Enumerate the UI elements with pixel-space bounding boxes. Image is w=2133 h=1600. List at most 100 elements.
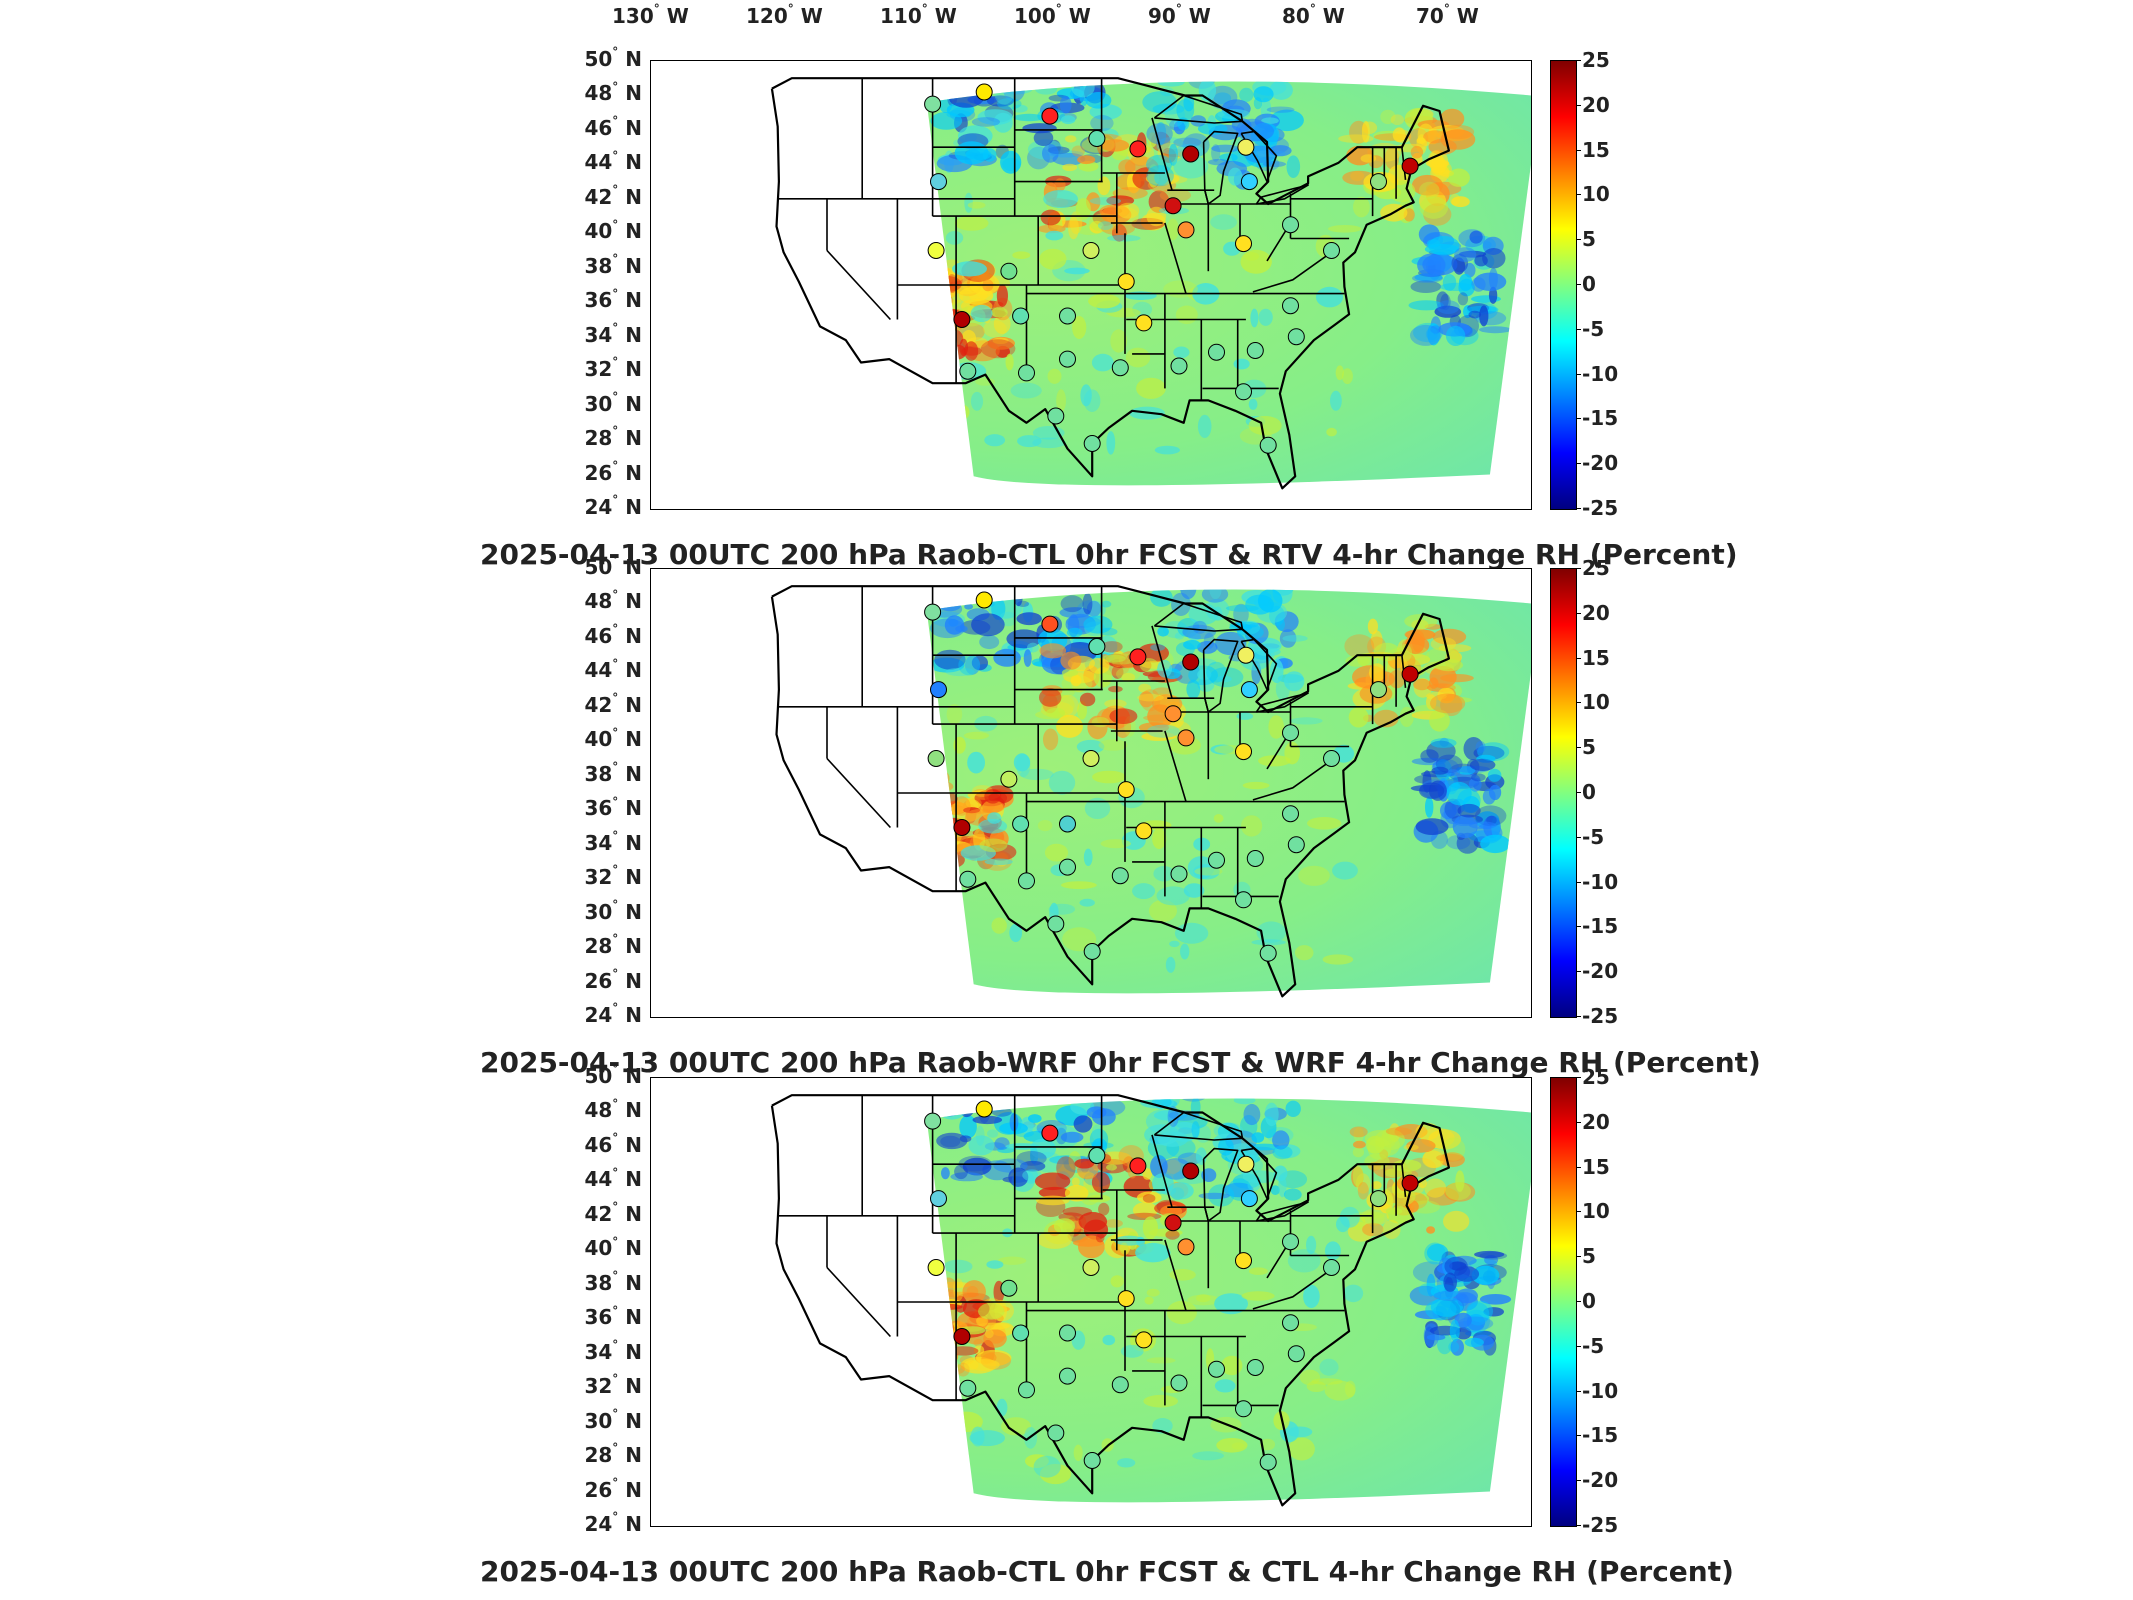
raob-station-marker — [953, 819, 971, 836]
raob-station-marker — [1208, 343, 1225, 361]
colorbar-tickmark — [1576, 239, 1581, 241]
raob-station-marker — [1182, 1162, 1200, 1180]
latitude-label: 36° N — [584, 286, 642, 313]
colorbar-tick-label: -10 — [1582, 1378, 1619, 1403]
raob-station-marker — [1041, 1124, 1059, 1142]
raob-station-marker — [924, 603, 942, 621]
map-plot — [650, 1077, 1532, 1527]
great-lake-outline — [1153, 602, 1244, 632]
raob-station-marker — [1323, 750, 1340, 767]
latitude-label: 36° N — [584, 1303, 642, 1330]
colorbar-tickmark — [1576, 1166, 1581, 1168]
raob-station-marker — [1287, 328, 1305, 346]
latitude-label: 50° N — [584, 1062, 642, 1088]
raob-station-marker — [1208, 851, 1225, 869]
raob-station-marker — [1208, 1360, 1225, 1378]
colorbar-tickmark — [1576, 1345, 1581, 1347]
raob-station-marker — [1047, 1424, 1065, 1442]
state-boundary — [1164, 1239, 1187, 1311]
state-boundary — [1151, 117, 1173, 191]
latitude-label: 50° N — [584, 45, 642, 71]
raob-station-marker — [1059, 858, 1076, 876]
latitude-label: 26° N — [584, 458, 642, 485]
colorbar-tickmark — [1576, 373, 1581, 375]
latitude-label: 40° N — [584, 217, 642, 244]
raob-station-marker — [1117, 273, 1135, 291]
latitude-label: 34° N — [584, 321, 642, 347]
raob-station-marker — [975, 1100, 993, 1118]
great-lake-outline — [1153, 1111, 1244, 1141]
colorbar-tickmark — [1576, 792, 1581, 793]
raob-station-marker — [1018, 872, 1035, 890]
colorbar-tick-label: 0 — [1582, 1289, 1596, 1313]
longitude-label: 70° W — [1416, 2, 1479, 28]
raob-station-marker — [1083, 943, 1101, 960]
raob-station-marker — [930, 681, 947, 699]
raob-station-marker — [1237, 1155, 1255, 1173]
colorbar-tickmark — [1576, 194, 1581, 196]
colorbar-tickmark — [1576, 104, 1581, 106]
great-lake-outline — [1255, 1201, 1309, 1222]
colorbar-tickmark — [1576, 881, 1581, 883]
colorbar-tickmark — [1576, 971, 1581, 973]
map-svg — [770, 1094, 1531, 1507]
colorbar-tickmark — [1576, 328, 1581, 330]
colorbar-tick-label: 25 — [1582, 556, 1610, 580]
latitude-label: 42° N — [584, 691, 642, 717]
map-svg — [770, 585, 1531, 998]
colorbar-tickmark — [1576, 836, 1581, 838]
raob-station-marker — [1246, 850, 1264, 867]
great-lake-outline — [1240, 638, 1278, 691]
latitude-axis: 50° N 48° N 46° N 44° N 42° N 40° N 38° N 36° N… — [560, 553, 642, 1027]
colorbar-tickmark — [1576, 926, 1581, 928]
latitude-label: 38° N — [584, 1269, 642, 1295]
raob-station-marker — [959, 870, 977, 888]
colorbar-tickmark — [1576, 418, 1581, 420]
raob-station-marker — [1240, 1190, 1258, 1208]
latitude-label: 28° N — [584, 1441, 642, 1468]
state-boundary — [1151, 1134, 1173, 1208]
raob-station-marker — [1111, 1376, 1129, 1394]
panel-title: 2025-04-13 00UTC 200 hPa Raob-WRF 0hr FC… — [480, 1046, 1761, 1079]
raob-station-marker — [1287, 836, 1305, 854]
great-lake-outline — [1240, 130, 1278, 183]
latitude-label: 32° N — [584, 1372, 642, 1399]
raob-station-marker — [1117, 1290, 1135, 1308]
great-lake-outline — [1153, 94, 1244, 124]
us-coastline — [770, 77, 1450, 490]
latitude-label: 38° N — [584, 252, 642, 278]
colorbar-tick-label: 20 — [1582, 600, 1610, 625]
great-lake-outline — [1255, 184, 1309, 205]
raob-station-marker — [1237, 646, 1255, 664]
raob-station-marker — [1088, 130, 1106, 147]
colorbar-tick-label: 5 — [1582, 227, 1596, 252]
great-lake-outline — [1255, 692, 1309, 713]
raob-station-marker — [1370, 1190, 1387, 1208]
raob-station-marker — [924, 95, 942, 113]
raob-station-marker — [975, 591, 993, 609]
raob-station-marker — [1401, 1174, 1419, 1192]
latitude-axis: 50° N 48° N 46° N 44° N 42° N 40° N 38° N 36° N… — [560, 1062, 642, 1536]
colorbar-tick-label: -25 — [1582, 496, 1619, 520]
latitude-label: 46° N — [584, 1131, 642, 1157]
colorbar-tickmark — [1576, 1301, 1581, 1302]
great-lake-outline — [1202, 1147, 1239, 1222]
raob-station-marker — [1111, 867, 1129, 885]
raob-station-marker — [1041, 107, 1059, 125]
raob-station-marker — [1135, 822, 1153, 840]
colorbar-tickmark — [1576, 60, 1581, 61]
raob-station-marker — [1282, 1233, 1299, 1251]
raob-station-marker — [1059, 1367, 1076, 1385]
raob-station-marker — [1370, 681, 1387, 699]
map-plot — [650, 568, 1532, 1018]
longitude-label: 90° W — [1148, 2, 1211, 28]
latitude-label: 26° N — [584, 1475, 642, 1502]
colorbar-tick-label: 15 — [1582, 1154, 1610, 1179]
longitude-label: 130° W — [612, 2, 689, 28]
raob-station-marker — [1240, 173, 1258, 191]
great-lake-outline — [1202, 638, 1239, 713]
raob-station-marker — [1287, 1345, 1305, 1363]
raob-station-marker — [1117, 781, 1135, 799]
state-boundary — [1164, 222, 1187, 294]
colorbar-tick-label: -15 — [1582, 1423, 1619, 1448]
